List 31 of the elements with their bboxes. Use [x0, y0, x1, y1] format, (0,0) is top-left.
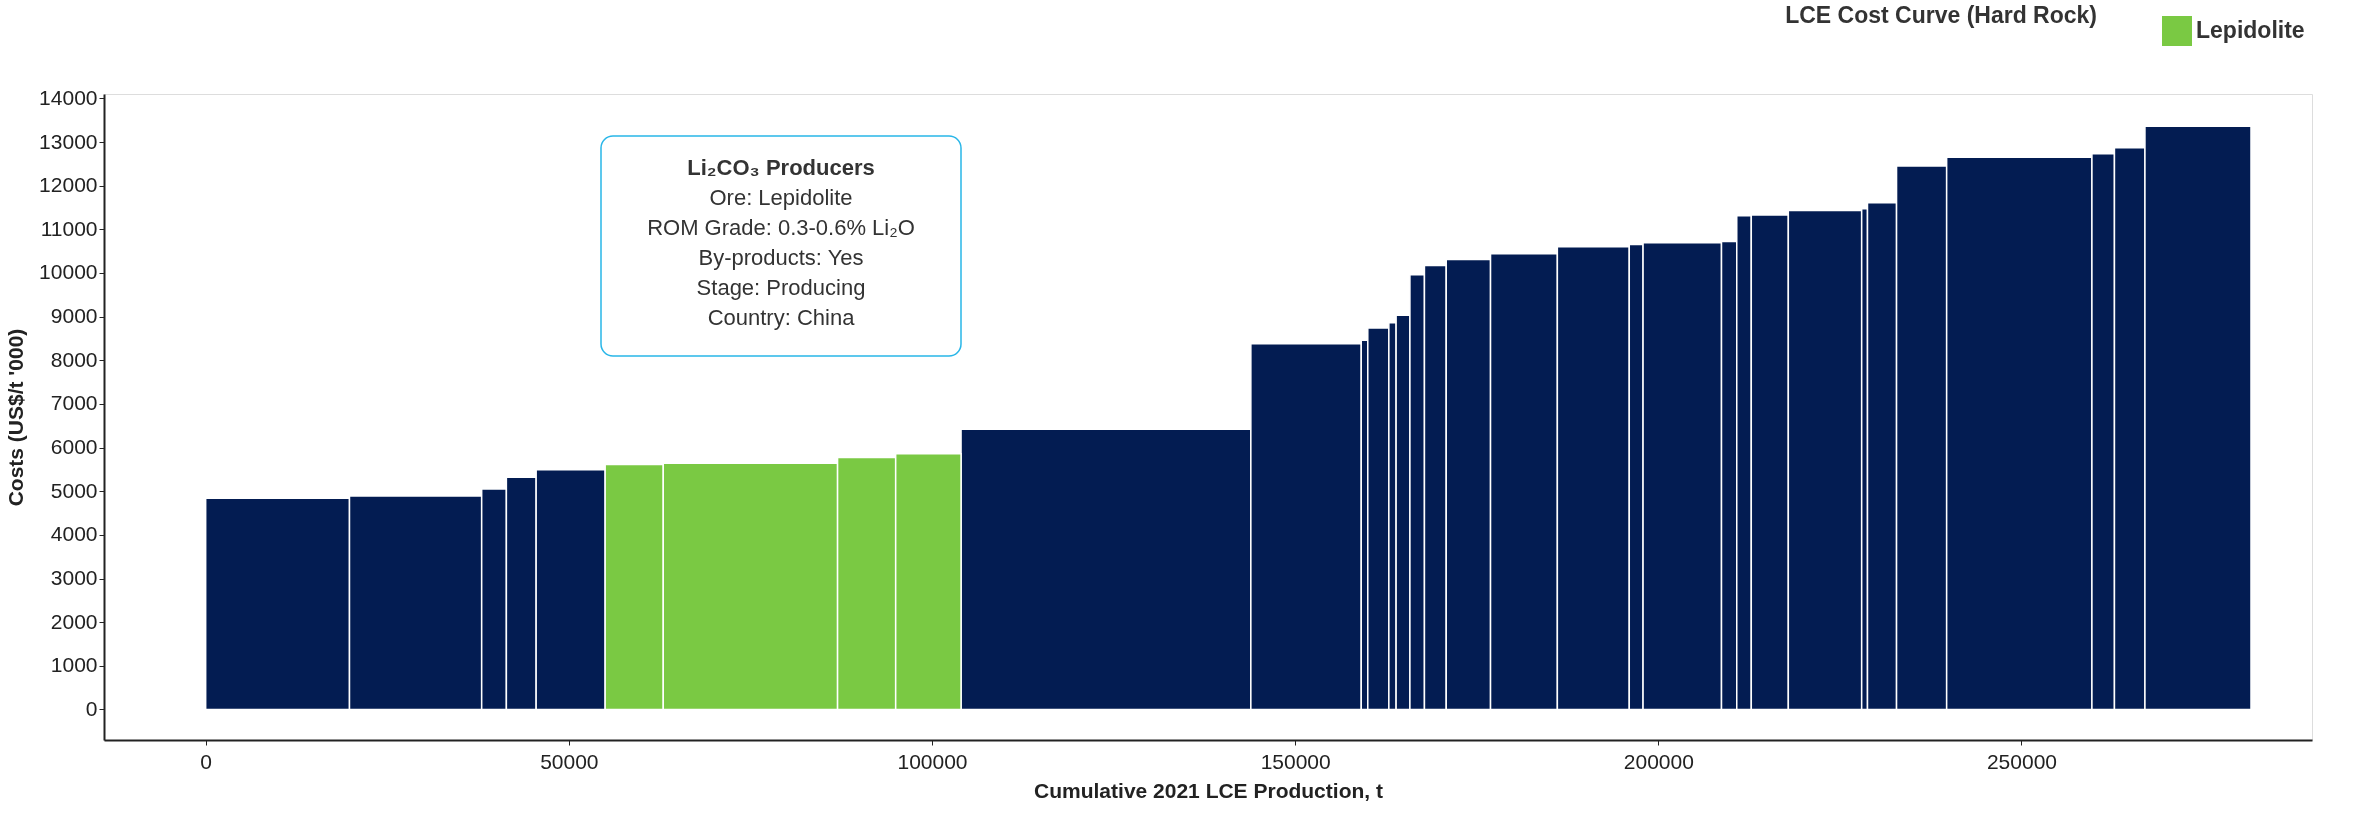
annotation: Country: China [707, 305, 856, 330]
y-tick-label: 2000 [50, 609, 98, 633]
y-tick-label: 13000 [39, 129, 98, 153]
y-tick-label: 12000 [39, 173, 98, 197]
y-axis-title: Costs (US$/t '000) [4, 328, 28, 507]
y-tick-label: 10000 [39, 260, 98, 284]
x-tick-label: 250000 [1986, 749, 2058, 773]
y-tick-label: 3000 [50, 566, 98, 589]
y-tick-label: 6000 [50, 435, 98, 459]
y-tick-label: 7000 [50, 391, 98, 415]
y-tick-label: 4000 [50, 522, 98, 546]
x-tick-label: 0 [200, 749, 213, 773]
y-tick-label: 14000 [39, 85, 98, 109]
x-tick-label: 150000 [1260, 749, 1331, 773]
annotation: ROM Grade: 0.3-0.6% Li₂O [647, 215, 915, 240]
annotation: Stage: Producing [696, 275, 866, 300]
y-tick-label: 0 [85, 696, 98, 720]
legend-label: Lepidolite [2196, 17, 2305, 43]
y-tick-label: 8000 [50, 347, 98, 371]
annotation: Ore: Lepidolite [709, 185, 853, 210]
x-axis-title: Cumulative 2021 LCE Production, t [1034, 778, 1383, 802]
y-tick-label: 11000 [40, 216, 98, 240]
chart-title: LCE Cost Curve (Hard Rock) [1785, 2, 2097, 28]
x-tick-label: 100000 [897, 749, 968, 773]
x-tick-label: 50000 [540, 749, 599, 773]
x-tick-label: 200000 [1623, 749, 1694, 773]
y-tick-label: 1000 [50, 653, 98, 677]
y-tick-label: 5000 [50, 478, 98, 502]
annotation: By-products: Yes [698, 245, 864, 270]
y-tick-label: 9000 [50, 304, 98, 328]
annotation: Li₂CO₃ Producers [687, 155, 875, 180]
